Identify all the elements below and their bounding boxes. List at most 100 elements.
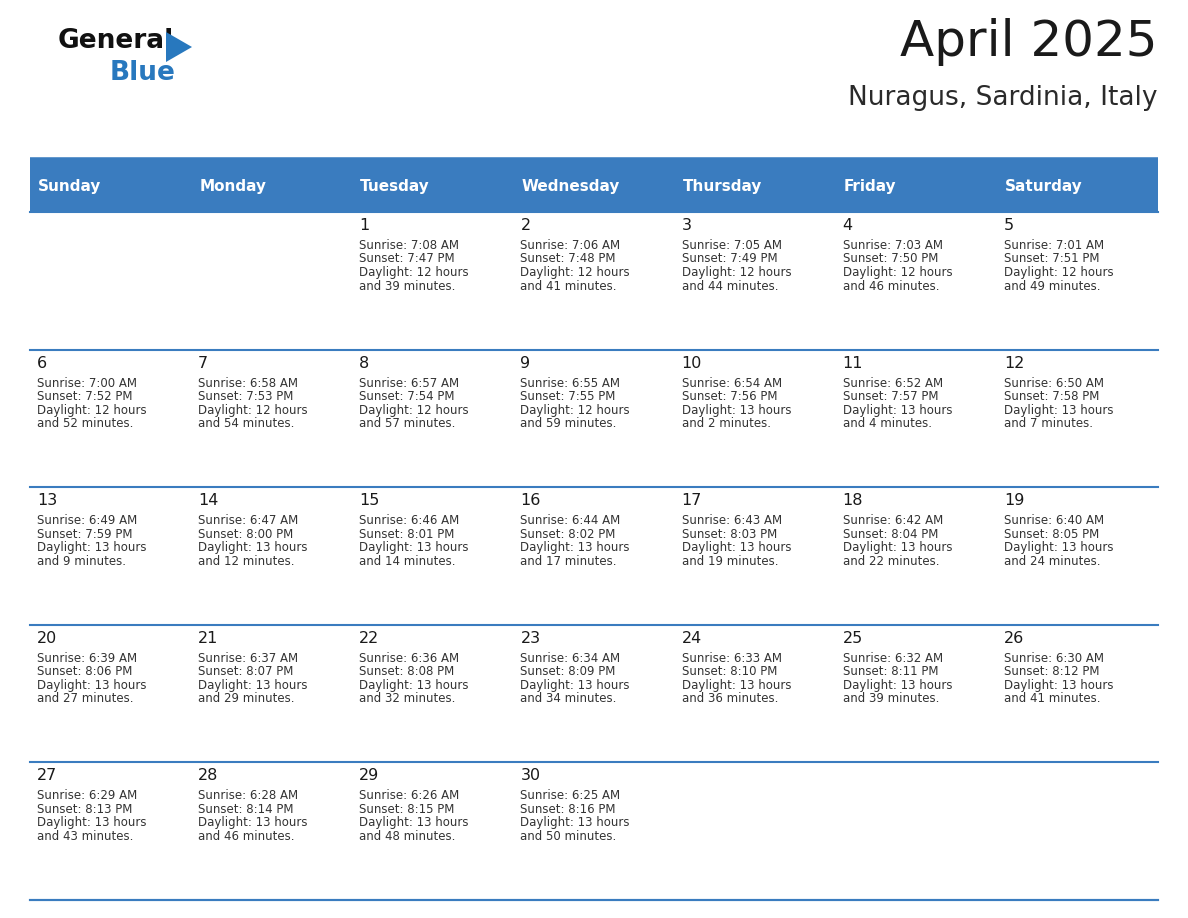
Text: Daylight: 13 hours: Daylight: 13 hours	[198, 816, 308, 829]
Text: Sunset: 7:59 PM: Sunset: 7:59 PM	[37, 528, 133, 541]
Text: 5: 5	[1004, 218, 1015, 233]
Text: Sunset: 7:47 PM: Sunset: 7:47 PM	[359, 252, 455, 265]
Text: Sunset: 7:50 PM: Sunset: 7:50 PM	[842, 252, 939, 265]
Text: Daylight: 13 hours: Daylight: 13 hours	[520, 542, 630, 554]
Text: April 2025: April 2025	[901, 18, 1158, 66]
Text: Sunrise: 6:49 AM: Sunrise: 6:49 AM	[37, 514, 138, 527]
Text: Sunrise: 6:43 AM: Sunrise: 6:43 AM	[682, 514, 782, 527]
Text: Sunset: 8:00 PM: Sunset: 8:00 PM	[198, 528, 293, 541]
Text: and 57 minutes.: and 57 minutes.	[359, 417, 456, 431]
Text: Daylight: 12 hours: Daylight: 12 hours	[359, 404, 469, 417]
Text: Sunset: 7:58 PM: Sunset: 7:58 PM	[1004, 390, 1099, 403]
Text: Sunset: 7:56 PM: Sunset: 7:56 PM	[682, 390, 777, 403]
Text: Daylight: 12 hours: Daylight: 12 hours	[520, 266, 630, 279]
Text: 16: 16	[520, 493, 541, 509]
Text: Daylight: 13 hours: Daylight: 13 hours	[359, 678, 469, 692]
Text: and 27 minutes.: and 27 minutes.	[37, 692, 133, 705]
Text: 26: 26	[1004, 631, 1024, 645]
Text: and 44 minutes.: and 44 minutes.	[682, 279, 778, 293]
Text: Friday: Friday	[843, 178, 896, 194]
Bar	[30, 212, 1158, 350]
Text: and 52 minutes.: and 52 minutes.	[37, 417, 133, 431]
Text: Sunset: 8:01 PM: Sunset: 8:01 PM	[359, 528, 455, 541]
Text: 8: 8	[359, 355, 369, 371]
Text: Nuragus, Sardinia, Italy: Nuragus, Sardinia, Italy	[848, 85, 1158, 111]
Text: Sunset: 7:54 PM: Sunset: 7:54 PM	[359, 390, 455, 403]
Text: Sunrise: 7:03 AM: Sunrise: 7:03 AM	[842, 239, 943, 252]
Text: Sunrise: 6:32 AM: Sunrise: 6:32 AM	[842, 652, 943, 665]
Text: 2: 2	[520, 218, 531, 233]
Bar	[30, 487, 1158, 625]
Text: and 2 minutes.: and 2 minutes.	[682, 417, 771, 431]
Bar	[675, 160, 835, 212]
Text: and 17 minutes.: and 17 minutes.	[520, 554, 617, 567]
Text: 10: 10	[682, 355, 702, 371]
Text: Sunrise: 6:36 AM: Sunrise: 6:36 AM	[359, 652, 460, 665]
Text: 28: 28	[198, 768, 219, 783]
Text: Sunset: 7:51 PM: Sunset: 7:51 PM	[1004, 252, 1099, 265]
Text: Sunrise: 6:58 AM: Sunrise: 6:58 AM	[198, 376, 298, 389]
Text: Sunset: 8:07 PM: Sunset: 8:07 PM	[198, 666, 293, 678]
Text: Daylight: 13 hours: Daylight: 13 hours	[198, 678, 308, 692]
Text: 29: 29	[359, 768, 379, 783]
Text: and 19 minutes.: and 19 minutes.	[682, 554, 778, 567]
Text: and 46 minutes.: and 46 minutes.	[842, 279, 940, 293]
Text: Daylight: 13 hours: Daylight: 13 hours	[37, 678, 146, 692]
Text: 30: 30	[520, 768, 541, 783]
Text: Sunrise: 6:46 AM: Sunrise: 6:46 AM	[359, 514, 460, 527]
Text: Sunrise: 6:52 AM: Sunrise: 6:52 AM	[842, 376, 943, 389]
Text: Daylight: 13 hours: Daylight: 13 hours	[842, 678, 953, 692]
Text: Sunset: 8:12 PM: Sunset: 8:12 PM	[1004, 666, 1099, 678]
Text: Sunrise: 7:01 AM: Sunrise: 7:01 AM	[1004, 239, 1104, 252]
Text: Daylight: 13 hours: Daylight: 13 hours	[682, 404, 791, 417]
Text: Sunrise: 7:05 AM: Sunrise: 7:05 AM	[682, 239, 782, 252]
Text: Sunrise: 6:54 AM: Sunrise: 6:54 AM	[682, 376, 782, 389]
Text: Sunset: 8:10 PM: Sunset: 8:10 PM	[682, 666, 777, 678]
Text: and 41 minutes.: and 41 minutes.	[1004, 692, 1100, 705]
Text: Sunset: 8:14 PM: Sunset: 8:14 PM	[198, 803, 293, 816]
Text: Daylight: 12 hours: Daylight: 12 hours	[842, 266, 953, 279]
Text: Daylight: 12 hours: Daylight: 12 hours	[520, 404, 630, 417]
Text: Sunset: 8:13 PM: Sunset: 8:13 PM	[37, 803, 132, 816]
Text: Sunset: 7:55 PM: Sunset: 7:55 PM	[520, 390, 615, 403]
Text: Sunset: 8:02 PM: Sunset: 8:02 PM	[520, 528, 615, 541]
Text: 13: 13	[37, 493, 57, 509]
Text: Daylight: 13 hours: Daylight: 13 hours	[37, 542, 146, 554]
Text: Sunrise: 7:06 AM: Sunrise: 7:06 AM	[520, 239, 620, 252]
Text: Sunset: 8:03 PM: Sunset: 8:03 PM	[682, 528, 777, 541]
Text: 15: 15	[359, 493, 380, 509]
Text: 17: 17	[682, 493, 702, 509]
Bar	[997, 160, 1158, 212]
Text: Daylight: 12 hours: Daylight: 12 hours	[37, 404, 146, 417]
Text: Sunset: 8:09 PM: Sunset: 8:09 PM	[520, 666, 615, 678]
Text: Blue: Blue	[110, 60, 176, 86]
Text: General: General	[58, 28, 175, 54]
Text: Sunset: 8:06 PM: Sunset: 8:06 PM	[37, 666, 132, 678]
Text: 20: 20	[37, 631, 57, 645]
Text: Sunrise: 6:26 AM: Sunrise: 6:26 AM	[359, 789, 460, 802]
Text: and 39 minutes.: and 39 minutes.	[842, 692, 939, 705]
Text: Sunrise: 6:50 AM: Sunrise: 6:50 AM	[1004, 376, 1104, 389]
Text: 25: 25	[842, 631, 862, 645]
Text: Sunrise: 7:08 AM: Sunrise: 7:08 AM	[359, 239, 460, 252]
Text: Sunrise: 6:57 AM: Sunrise: 6:57 AM	[359, 376, 460, 389]
Text: Daylight: 12 hours: Daylight: 12 hours	[359, 266, 469, 279]
Text: Daylight: 13 hours: Daylight: 13 hours	[1004, 542, 1113, 554]
Text: and 7 minutes.: and 7 minutes.	[1004, 417, 1093, 431]
Text: Tuesday: Tuesday	[360, 178, 430, 194]
Text: Daylight: 12 hours: Daylight: 12 hours	[198, 404, 308, 417]
Text: Sunrise: 7:00 AM: Sunrise: 7:00 AM	[37, 376, 137, 389]
Text: and 49 minutes.: and 49 minutes.	[1004, 279, 1100, 293]
Text: 21: 21	[198, 631, 219, 645]
Text: 3: 3	[682, 218, 691, 233]
Bar	[30, 625, 1158, 763]
Text: Sunset: 8:16 PM: Sunset: 8:16 PM	[520, 803, 615, 816]
Text: Sunset: 7:53 PM: Sunset: 7:53 PM	[198, 390, 293, 403]
Text: Daylight: 13 hours: Daylight: 13 hours	[359, 816, 469, 829]
Text: 11: 11	[842, 355, 864, 371]
Text: 19: 19	[1004, 493, 1024, 509]
Text: Daylight: 13 hours: Daylight: 13 hours	[682, 542, 791, 554]
Text: Sunrise: 6:40 AM: Sunrise: 6:40 AM	[1004, 514, 1104, 527]
Text: and 36 minutes.: and 36 minutes.	[682, 692, 778, 705]
Text: Sunset: 8:11 PM: Sunset: 8:11 PM	[842, 666, 939, 678]
